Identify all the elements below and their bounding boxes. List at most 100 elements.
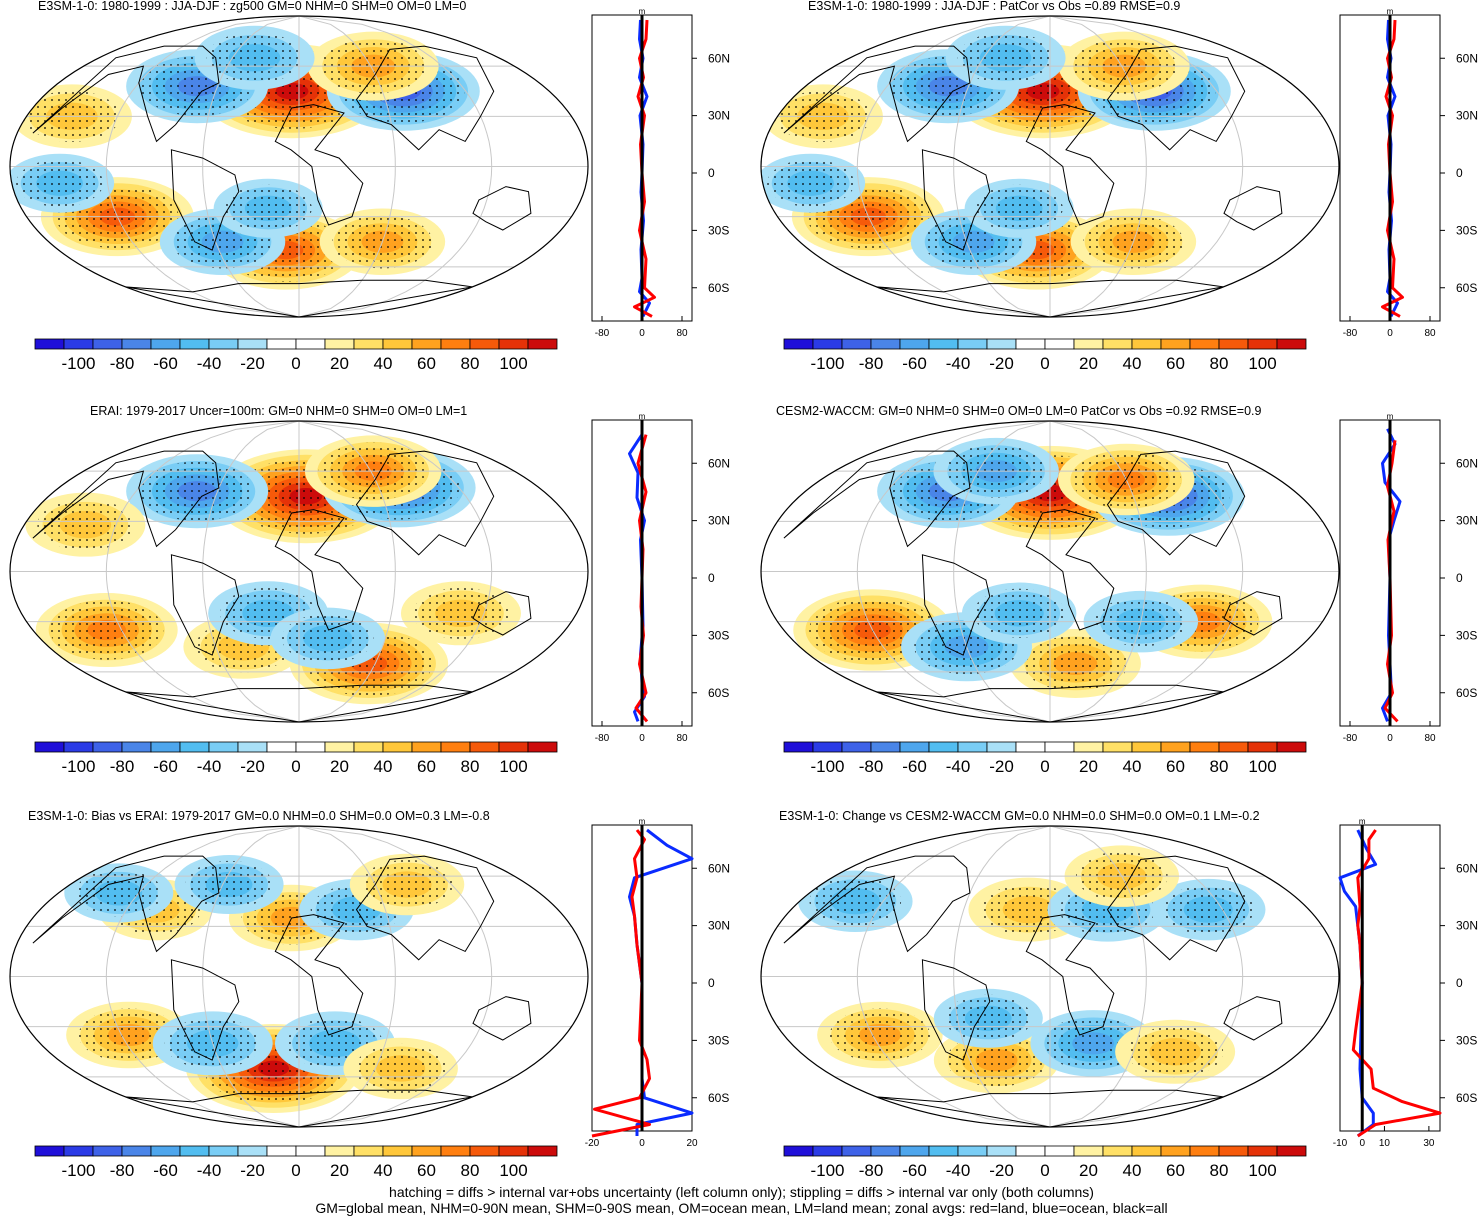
lat-tick-label: 30N — [1456, 514, 1478, 528]
coastline-1 — [1025, 914, 1115, 1036]
coastline-1 — [1025, 104, 1115, 226]
graticule-lon — [1049, 16, 1244, 317]
colorbar-swatch — [121, 1145, 152, 1157]
colorbar-label: -40 — [946, 354, 971, 373]
graticule-lon — [1049, 826, 1147, 1127]
x-tick-label: 80 — [676, 733, 688, 744]
colorbar-label: 100 — [499, 354, 527, 373]
colorbar-swatch — [870, 338, 901, 350]
map-stipple-p6-0 — [980, 884, 1077, 936]
coastline-2 — [1106, 450, 1246, 556]
graticule-lon — [298, 826, 396, 1127]
graticule-lon — [202, 826, 300, 1127]
coastline-3 — [921, 149, 991, 251]
colorbar-label: -100 — [810, 1161, 844, 1180]
map-stipple-p3-1 — [140, 461, 254, 521]
lat-tick-label: 60N — [1456, 51, 1478, 65]
zonal-land-line — [1351, 829, 1442, 1138]
x-tick-label: 10 — [1379, 1138, 1391, 1149]
lat-tick-label: 60N — [708, 51, 730, 65]
lat-tick-label: 60S — [1456, 1091, 1477, 1105]
coastline-1 — [274, 104, 364, 226]
colorbar-label: 80 — [1210, 1161, 1229, 1180]
colorbar-swatch — [324, 338, 355, 350]
colorbar-swatch — [150, 1145, 181, 1157]
colorbar-label: 100 — [1248, 354, 1276, 373]
map-panel-3 — [8, 419, 590, 724]
colorbar-swatch — [1247, 741, 1278, 753]
coastline-4 — [1223, 591, 1283, 636]
x-tick-label: 30 — [1423, 1138, 1435, 1149]
colorbar-label: 20 — [1079, 354, 1098, 373]
colorbar-swatch — [1131, 741, 1162, 753]
zonal-plot-3: m 60N 30N 0 30S 60S -80 0 80 — [591, 412, 742, 759]
colorbar-label: 60 — [1166, 1161, 1185, 1180]
colorbar-swatch — [1247, 1145, 1278, 1157]
colorbar-swatch — [1015, 1145, 1046, 1157]
colorbar-swatch — [266, 741, 297, 753]
colorbar-swatch — [957, 1145, 988, 1157]
colorbar-swatch — [870, 1145, 901, 1157]
colorbar-swatch — [957, 338, 988, 350]
coastline-4 — [472, 996, 532, 1041]
colorbar-swatch — [92, 741, 123, 753]
colorbar-swatch — [1102, 741, 1133, 753]
x-tick-label: 0 — [1387, 328, 1393, 339]
lat-tick-label: 0 — [708, 166, 715, 180]
colorbar-swatch — [899, 338, 930, 350]
graticule-lon — [1049, 421, 1147, 722]
x-tick-label: -80 — [1343, 733, 1358, 744]
colorbar-swatch — [92, 338, 123, 350]
colorbar-swatch — [1073, 1145, 1104, 1157]
coastline-0 — [783, 855, 971, 953]
colorbar-swatch — [1015, 338, 1046, 350]
map-stipple-p6-2 — [1162, 885, 1255, 935]
colorbar-swatch — [324, 741, 355, 753]
zonal-land-line — [1381, 19, 1404, 318]
colorbar-label: -60 — [153, 1161, 178, 1180]
map-border — [9, 15, 589, 318]
colorbar-swatch — [841, 741, 872, 753]
graticule-lon — [856, 826, 1051, 1127]
map-stipple-p3-5 — [49, 600, 164, 660]
colorbar-swatch — [34, 741, 65, 753]
graticule-lon — [1049, 16, 1147, 317]
map-panel-6 — [759, 824, 1341, 1129]
map-stipple-p6-4 — [809, 876, 902, 926]
colorbar-swatch — [1218, 1145, 1249, 1157]
x-tick-label: -80 — [1343, 328, 1358, 339]
graticule-lon — [298, 16, 396, 317]
lat-tick-label: 30S — [1456, 628, 1477, 642]
colorbar-swatch — [353, 741, 384, 753]
colorbar-label: -20 — [240, 757, 265, 776]
lat-tick-label: 0 — [708, 571, 715, 585]
graticule-lon — [105, 421, 300, 722]
colorbar-swatch — [92, 1145, 123, 1157]
colorbar-label: 100 — [1248, 757, 1276, 776]
colorbar-label: -80 — [110, 757, 135, 776]
colorbar-label: -80 — [110, 1161, 135, 1180]
graticule-lon — [953, 421, 1051, 722]
lat-tick-label: 30N — [1456, 109, 1478, 123]
coastline-0 — [32, 45, 220, 143]
colorbar-swatch — [498, 338, 529, 350]
lat-tick-label: 60S — [708, 1091, 729, 1105]
colorbar-swatch — [498, 1145, 529, 1157]
colorbar-label: 20 — [1079, 1161, 1098, 1180]
colorbar-label: -100 — [810, 757, 844, 776]
colorbar-swatch — [1218, 741, 1249, 753]
map-border — [760, 15, 1340, 318]
colorbar-swatch — [1189, 741, 1220, 753]
lat-tick-label: 30N — [708, 919, 730, 933]
colorbar-swatch — [266, 1145, 297, 1157]
lat-tick-label: 30N — [708, 514, 730, 528]
zonal-unit-label: m — [1387, 412, 1394, 421]
colorbar-swatch — [812, 1145, 843, 1157]
colorbar-swatch — [353, 338, 384, 350]
graticule-lon — [202, 421, 300, 722]
coastline-5 — [876, 279, 1224, 317]
colorbar-swatch — [208, 1145, 239, 1157]
zonal-unit-label: m — [639, 7, 646, 16]
colorbar-3: -100 -80 -60 -40 -20 0 20 40 60 80 100 — [34, 741, 565, 778]
colorbar-swatch — [440, 338, 471, 350]
